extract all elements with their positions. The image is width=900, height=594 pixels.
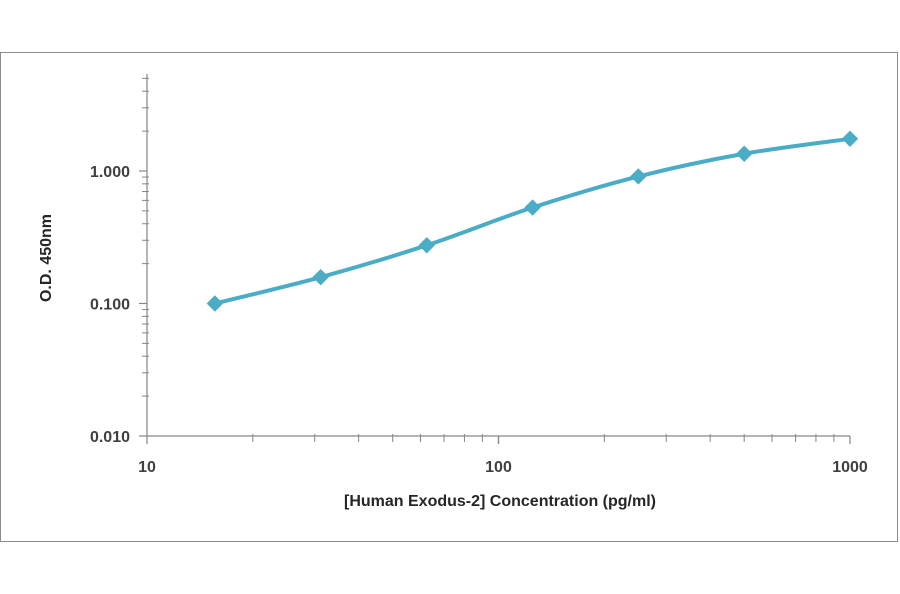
- y-tick-label: 0.010: [90, 429, 130, 446]
- data-point-marker: [206, 295, 224, 312]
- data-point-marker: [841, 130, 859, 148]
- data-point-marker: [418, 237, 435, 254]
- y-axis-title: O.D. 450nm: [38, 214, 55, 302]
- y-tick-label: 1.000: [90, 164, 130, 181]
- axis-tick-labels: 0.010 0.100 1.000 10 100 1000: [90, 164, 868, 476]
- series-line: [212, 136, 852, 306]
- chart-frame: [0, 52, 898, 542]
- data-point-marker: [524, 199, 541, 216]
- axis-ticks: [139, 77, 851, 444]
- y-tick-label: 0.100: [90, 297, 130, 314]
- x-tick-label: 10: [138, 459, 156, 476]
- data-point-marker: [312, 268, 329, 286]
- x-tick-label: 1000: [832, 459, 868, 476]
- x-axis-title: [Human Exodus-2] Concentration (pg/ml): [344, 493, 656, 510]
- series-markers: [206, 130, 859, 312]
- data-point-marker: [630, 168, 647, 185]
- data-point-marker: [735, 145, 753, 162]
- x-tick-label: 100: [485, 459, 512, 476]
- axes: [146, 74, 850, 437]
